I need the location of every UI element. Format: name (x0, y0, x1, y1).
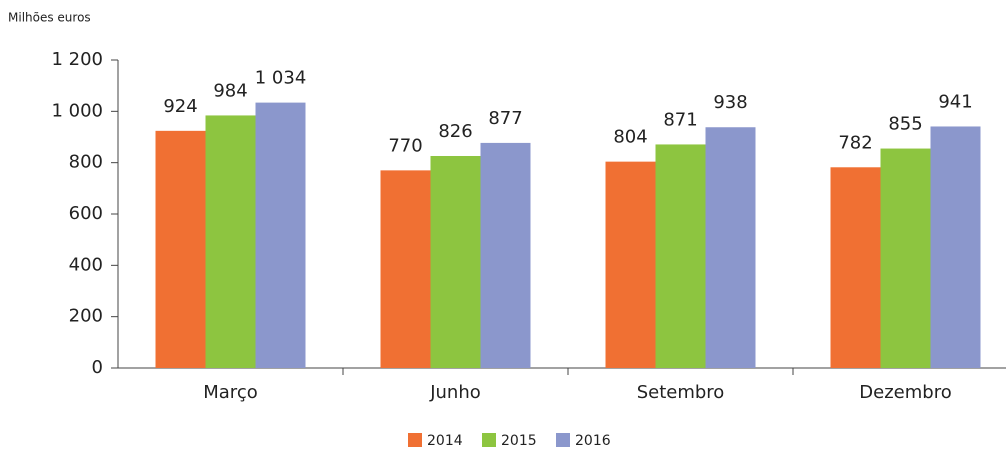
x-tick-label: Junho (429, 382, 481, 403)
bar (205, 115, 256, 368)
y-tick-label: 600 (69, 203, 103, 224)
x-tick-label: Março (203, 382, 257, 403)
value-label: 941 (938, 91, 972, 112)
value-label: 855 (888, 114, 922, 135)
value-label: 984 (213, 80, 247, 101)
bar (255, 102, 306, 369)
y-tick-label: 400 (69, 254, 103, 275)
bar (380, 170, 431, 368)
y-tick-label: 800 (69, 152, 103, 173)
legend-swatch (482, 433, 496, 447)
value-label: 1 034 (255, 68, 307, 89)
x-tick-label: Dezembro (859, 382, 951, 403)
legend-label: 2014 (427, 433, 463, 449)
value-label: 826 (438, 121, 472, 142)
bar (880, 148, 931, 368)
legend-label: 2016 (575, 433, 611, 449)
y-tick-label: 1 200 (51, 49, 103, 70)
bar (480, 142, 531, 368)
legend-label: 2015 (501, 433, 537, 449)
legend-swatch (408, 433, 422, 447)
x-tick-label: Setembro (637, 382, 725, 403)
value-label: 782 (838, 132, 872, 153)
bar (705, 127, 756, 368)
value-label: 804 (613, 127, 647, 148)
value-label: 877 (488, 108, 522, 129)
bar (655, 144, 706, 368)
y-tick-label: 0 (92, 357, 103, 378)
value-label: 938 (713, 92, 747, 113)
bar (830, 167, 881, 368)
value-label: 924 (163, 96, 197, 117)
bar (605, 161, 656, 368)
y-tick-label: 200 (69, 306, 103, 327)
bar (155, 130, 206, 368)
value-label: 871 (663, 109, 697, 130)
y-axis-label: Milhões euros (8, 11, 91, 25)
bar (430, 155, 481, 368)
legend-swatch (556, 433, 570, 447)
y-tick-label: 1 000 (51, 100, 103, 121)
value-label: 770 (388, 135, 422, 156)
bar (930, 126, 981, 368)
